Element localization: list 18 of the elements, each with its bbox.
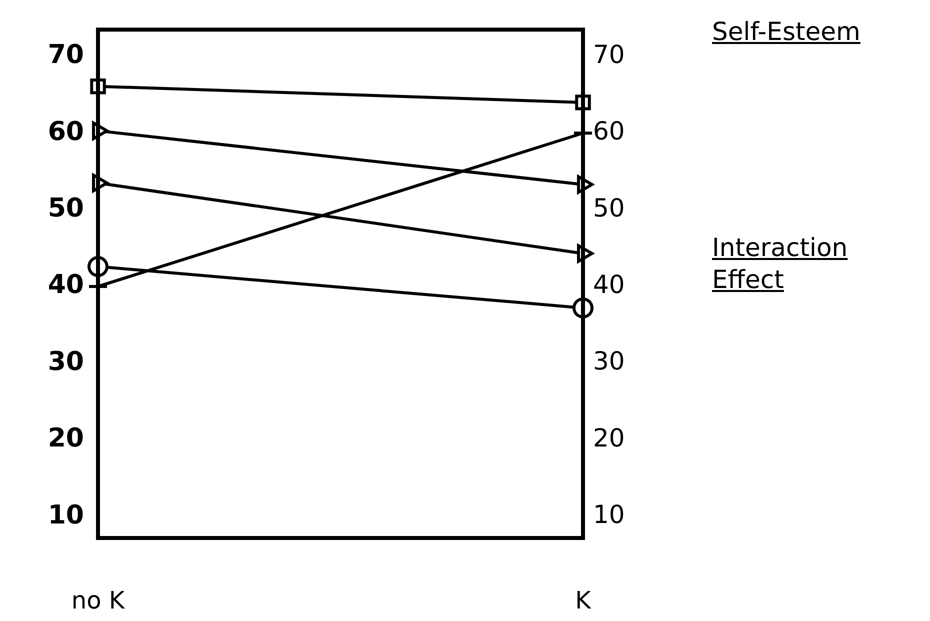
annotation: Interaction Effect bbox=[712, 232, 849, 296]
y-tick-label: 20 bbox=[48, 424, 84, 454]
y-tick-label: 50 bbox=[48, 194, 84, 224]
y2-tick-label: 20 bbox=[593, 423, 625, 452]
y-tick-label: 70 bbox=[48, 40, 84, 70]
y2-tick-label: 60 bbox=[593, 116, 625, 146]
annotation: Self-Esteem bbox=[712, 16, 862, 48]
y2-tick-label: 40 bbox=[593, 270, 625, 299]
y2-tick-label: 50 bbox=[593, 193, 625, 222]
y-tick-label: 40 bbox=[48, 270, 84, 300]
y-tick-label: 30 bbox=[48, 346, 84, 377]
y2-tick-label: 70 bbox=[593, 40, 625, 69]
y-tick-label: 10 bbox=[48, 500, 84, 530]
y2-tick-label: 30 bbox=[593, 346, 625, 376]
y2-tick-label: 10 bbox=[593, 500, 625, 530]
x-tick-label: no K bbox=[71, 586, 126, 615]
x-tick-label: K bbox=[575, 586, 592, 615]
y-tick-label: 60 bbox=[48, 116, 84, 147]
